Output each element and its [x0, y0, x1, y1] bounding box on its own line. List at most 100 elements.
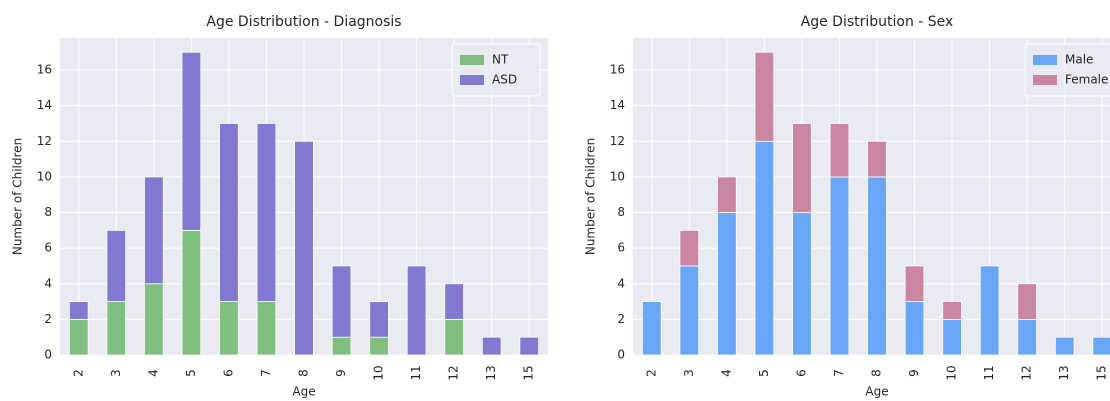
bar [979, 265, 1000, 356]
bar [294, 140, 314, 356]
bar [256, 301, 277, 356]
legend-label: Male [1065, 53, 1093, 67]
y-tick-label: 10 [610, 169, 625, 183]
y-tick-label: 2 [44, 312, 52, 326]
y-tick-label: 4 [44, 276, 52, 290]
x-tick-label: 12 [447, 365, 461, 380]
bar [181, 229, 202, 356]
bar [1017, 318, 1037, 356]
bar [219, 301, 239, 356]
bar [444, 318, 464, 356]
chart-title: Age Distribution - Diagnosis [206, 14, 401, 30]
bar [68, 301, 89, 320]
y-tick-label: 0 [617, 348, 625, 362]
x-tick-label: 4 [146, 369, 160, 377]
bar [754, 140, 775, 356]
y-tick-label: 16 [37, 63, 52, 77]
bar [106, 229, 127, 302]
bar [867, 176, 887, 356]
x-tick-label: 9 [334, 369, 348, 377]
x-tick-label: 10 [945, 365, 959, 380]
chart: 0 2 4 6 8 10 12 14 16 2 3 4 5 6 7 8 9 10 11 12 13 15 NT ASD Age … [11, 14, 548, 399]
y-tick-label: 12 [37, 134, 52, 148]
x-tick-label: 2 [644, 369, 658, 377]
x-tick-label: 7 [259, 369, 273, 377]
bar [369, 301, 389, 338]
y-tick-label: 6 [44, 241, 52, 255]
y-tick-label: 0 [44, 348, 52, 362]
bar [144, 176, 164, 285]
y-tick-label: 16 [610, 63, 625, 77]
bar [792, 123, 812, 213]
bar [1017, 283, 1037, 320]
bar [754, 51, 775, 142]
legend-label: ASD [492, 73, 517, 87]
bar [406, 265, 427, 356]
legend-swatch [460, 75, 484, 85]
bar [942, 318, 962, 356]
x-tick-label: 8 [297, 369, 311, 377]
bar [717, 212, 737, 356]
bar [68, 318, 89, 356]
x-tick-label: 3 [682, 369, 696, 377]
x-tick-label: 4 [719, 369, 733, 377]
x-tick-label: 9 [907, 369, 921, 377]
bar [481, 336, 502, 356]
x-tick-label: 11 [409, 365, 423, 380]
bar [519, 336, 540, 356]
y-axis-label: Number of Children [584, 138, 598, 255]
x-tick-label: 15 [1095, 365, 1109, 380]
bar [867, 140, 887, 178]
bar [792, 212, 812, 356]
y-tick-label: 10 [37, 169, 52, 183]
x-tick-label: 5 [757, 369, 771, 377]
bar [942, 301, 962, 320]
legend-swatch [460, 55, 484, 65]
bar [641, 301, 662, 356]
bar [331, 265, 352, 338]
x-tick-label: 10 [372, 365, 386, 380]
y-tick-label: 8 [617, 205, 625, 219]
y-axis-label: Number of Children [11, 138, 25, 255]
bar [444, 283, 464, 320]
chart: 0 2 4 6 8 10 12 14 16 2 3 4 5 6 7 8 9 10 11 12 13 15 Male Femal… [584, 14, 1110, 399]
y-tick-label: 14 [37, 98, 52, 112]
legend-label: Female [1065, 73, 1108, 87]
x-tick-label: 6 [221, 369, 235, 377]
x-tick-label: 2 [71, 369, 85, 377]
x-tick-label: 15 [522, 365, 536, 380]
bar [904, 301, 925, 356]
x-tick-label: 6 [794, 369, 808, 377]
x-tick-label: 12 [1020, 365, 1034, 380]
x-tick-label: 3 [109, 369, 123, 377]
x-tick-label: 5 [184, 369, 198, 377]
bar [144, 283, 164, 356]
legend-swatch [1033, 55, 1057, 65]
x-axis-label: Age [865, 385, 888, 399]
chart-title: Age Distribution - Sex [801, 14, 954, 30]
y-tick-label: 2 [617, 312, 625, 326]
bar [219, 123, 239, 302]
bar [829, 123, 850, 178]
bar [181, 51, 202, 231]
y-tick-label: 8 [44, 205, 52, 219]
bar [904, 265, 925, 302]
bar [1054, 336, 1075, 356]
bar [369, 336, 389, 356]
bar [829, 176, 850, 356]
bar [717, 176, 737, 213]
x-tick-label: 13 [484, 365, 498, 380]
legend-label: NT [492, 53, 509, 67]
legend-swatch [1033, 75, 1057, 85]
bar [679, 265, 700, 356]
bar [331, 336, 352, 356]
x-tick-label: 13 [1057, 365, 1071, 380]
bar [256, 123, 277, 302]
bar [1092, 336, 1110, 356]
y-tick-label: 6 [617, 241, 625, 255]
x-tick-label: 7 [832, 369, 846, 377]
y-tick-label: 4 [617, 276, 625, 290]
bar [679, 229, 700, 267]
y-tick-label: 14 [610, 98, 625, 112]
